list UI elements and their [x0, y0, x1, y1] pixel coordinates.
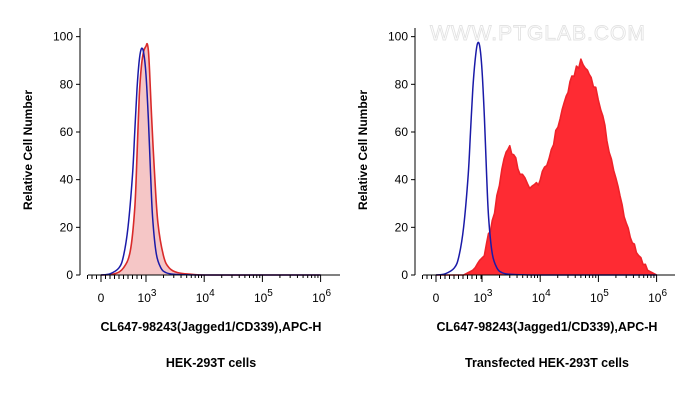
left-y-tick-label: 60	[60, 125, 74, 139]
right-plot-area	[435, 41, 657, 276]
right-x-tick-label: 103	[474, 288, 493, 305]
left-x-tick-label: 0	[98, 291, 105, 305]
left-y-tick-label: 20	[60, 220, 74, 234]
right-x-axis: 0 103 104 105 106	[422, 274, 675, 305]
left-x-tick-label: 106	[312, 288, 331, 305]
left-x-tick-label: 104	[196, 288, 215, 305]
right-x-tick-label: 104	[532, 288, 551, 305]
left-sample-outline	[100, 42, 321, 276]
right-x-tick-label: 105	[590, 288, 609, 305]
right-y-tick-label: 40	[395, 173, 409, 187]
left-x-axis: 0 103 104 105 106	[87, 274, 340, 305]
left-caption: HEK-293T cells	[166, 356, 256, 370]
left-y-axis: 0 20 40 60 80 100	[53, 28, 81, 282]
panel-right: 0 20 40 60 80 100 0 103 104 105 106 Relative Cell…	[356, 28, 675, 370]
watermark: WWW.PTGLAB.COM	[430, 22, 646, 45]
right-caption: Transfected HEK-293T cells	[465, 356, 629, 370]
right-y-tick-label: 80	[395, 77, 409, 91]
left-x-tick-label: 103	[138, 288, 157, 305]
left-y-tick-label: 100	[53, 30, 73, 44]
right-y-axis: 0 20 40 60 80 100	[388, 28, 416, 282]
left-plot-area	[100, 42, 321, 276]
right-x-tick-label: 0	[433, 291, 440, 305]
left-y-tick-label: 80	[60, 77, 74, 91]
right-sample-outline	[436, 58, 657, 276]
right-x-tick-label: 106	[648, 288, 667, 305]
left-sample-area	[101, 43, 321, 276]
left-y-axis-label: Relative Cell Number	[21, 90, 35, 210]
panel-left: 0 20 40 60 80 100 0 103 104 105 106 Relative Cell…	[21, 28, 340, 370]
left-y-tick-label: 0	[66, 268, 73, 282]
left-y-tick-label: 40	[60, 173, 74, 187]
right-y-tick-label: 0	[401, 268, 408, 282]
right-y-tick-label: 60	[395, 125, 409, 139]
right-y-axis-label: Relative Cell Number	[356, 90, 370, 210]
right-x-axis-label: CL647-98243(Jagged1/CD339),APC-H	[437, 320, 658, 334]
right-y-tick-label: 20	[395, 220, 409, 234]
left-x-tick-label: 105	[254, 288, 273, 305]
left-x-axis-label: CL647-98243(Jagged1/CD339),APC-H	[101, 320, 322, 334]
right-y-tick-label: 100	[388, 30, 408, 44]
